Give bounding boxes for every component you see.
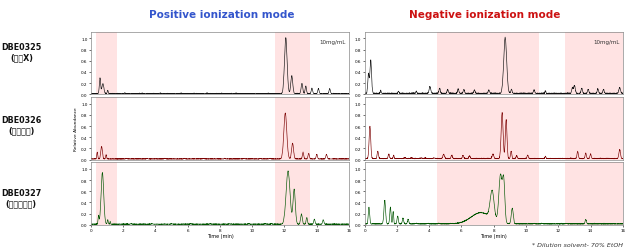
Text: Positive ionization mode: Positive ionization mode <box>150 10 295 20</box>
X-axis label: Time (min): Time (min) <box>207 234 233 238</box>
Text: DBE0327
(로스터포젞): DBE0327 (로스터포젞) <box>1 188 41 207</box>
Text: * Dilution solvent- 70% EtOH: * Dilution solvent- 70% EtOH <box>532 242 623 248</box>
Bar <box>437 162 539 225</box>
X-axis label: Time (min): Time (min) <box>480 234 507 238</box>
Bar <box>437 32 539 95</box>
Bar <box>96 32 116 95</box>
Bar <box>96 162 116 225</box>
Text: Negative ionization mode: Negative ionization mode <box>409 10 561 20</box>
Text: DBE0325
(포젞X): DBE0325 (포젞X) <box>1 43 41 62</box>
Bar <box>565 162 623 225</box>
Bar <box>437 98 539 160</box>
Bar <box>275 162 310 225</box>
Text: 10mg/mL: 10mg/mL <box>319 40 346 45</box>
Text: 10mg/mL: 10mg/mL <box>593 40 620 45</box>
Bar <box>275 32 310 95</box>
Y-axis label: Relative Abundance: Relative Abundance <box>74 107 78 150</box>
Bar <box>565 98 623 160</box>
Bar <box>565 32 623 95</box>
Text: DBE0326
(전통포젞): DBE0326 (전통포젞) <box>1 115 41 135</box>
Bar <box>96 98 116 160</box>
Bar <box>275 98 310 160</box>
